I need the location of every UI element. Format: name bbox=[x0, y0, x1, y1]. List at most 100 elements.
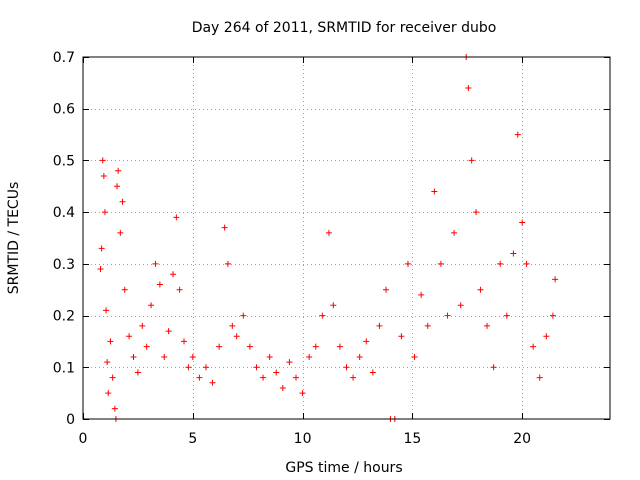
data-point bbox=[292, 374, 299, 381]
data-point bbox=[115, 167, 122, 174]
x-tick-label: 0 bbox=[79, 431, 88, 447]
data-point bbox=[497, 260, 504, 267]
data-point bbox=[109, 374, 116, 381]
y-tick-label: 0.6 bbox=[53, 102, 75, 118]
data-point bbox=[126, 333, 133, 340]
data-point bbox=[97, 266, 104, 273]
data-point bbox=[103, 307, 110, 314]
data-point bbox=[325, 229, 332, 236]
x-tick-label: 15 bbox=[403, 431, 421, 447]
gridlines bbox=[83, 57, 610, 419]
data-point bbox=[319, 312, 326, 319]
data-point bbox=[134, 369, 141, 376]
y-tick-label: 0.7 bbox=[53, 50, 75, 66]
y-tick-label: 0 bbox=[66, 412, 75, 428]
data-point bbox=[503, 312, 510, 319]
data-point bbox=[253, 364, 260, 371]
data-point bbox=[240, 312, 247, 319]
data-point bbox=[156, 281, 163, 288]
data-point bbox=[424, 322, 431, 329]
data-point bbox=[465, 85, 472, 92]
data-point bbox=[336, 343, 343, 350]
data-point bbox=[202, 364, 209, 371]
data-point bbox=[148, 302, 155, 309]
data-point bbox=[356, 353, 363, 360]
data-point bbox=[343, 364, 350, 371]
data-point bbox=[139, 322, 146, 329]
data-point bbox=[369, 369, 376, 376]
data-point bbox=[437, 260, 444, 267]
data-point bbox=[523, 260, 530, 267]
data-point bbox=[176, 286, 183, 293]
data-point bbox=[510, 250, 517, 257]
data-point bbox=[114, 183, 121, 190]
data-point bbox=[484, 322, 491, 329]
data-point bbox=[130, 353, 137, 360]
data-point bbox=[101, 209, 108, 216]
data-point bbox=[299, 390, 306, 397]
data-point bbox=[100, 172, 107, 179]
data-point bbox=[105, 390, 112, 397]
data-point bbox=[411, 353, 418, 360]
data-point bbox=[398, 333, 405, 340]
data-point bbox=[431, 188, 438, 195]
data-point bbox=[473, 209, 480, 216]
data-point bbox=[383, 286, 390, 293]
data-point bbox=[161, 353, 168, 360]
data-point bbox=[189, 353, 196, 360]
data-point bbox=[376, 322, 383, 329]
plot-frame bbox=[82, 56, 611, 420]
data-point bbox=[286, 359, 293, 366]
y-tick-label: 0.3 bbox=[53, 257, 75, 273]
x-axis-label: GPS time / hours bbox=[285, 460, 402, 476]
data-point bbox=[490, 364, 497, 371]
y-tick-label: 0.4 bbox=[53, 205, 75, 221]
data-point bbox=[196, 374, 203, 381]
data-point bbox=[233, 333, 240, 340]
data-point bbox=[111, 405, 118, 412]
data-point bbox=[246, 343, 253, 350]
data-point bbox=[543, 333, 550, 340]
data-point bbox=[536, 374, 543, 381]
data-point bbox=[266, 353, 273, 360]
data-point bbox=[552, 276, 559, 283]
data-point bbox=[221, 224, 228, 231]
data-point bbox=[185, 364, 192, 371]
y-axis-label: SRMTID / TECUs bbox=[6, 182, 22, 295]
x-tick-label: 5 bbox=[188, 431, 197, 447]
data-point bbox=[306, 353, 313, 360]
data-point bbox=[279, 384, 286, 391]
x-tick-label: 20 bbox=[513, 431, 531, 447]
data-point bbox=[363, 338, 370, 345]
data-point bbox=[444, 312, 451, 319]
y-tick-label: 0.5 bbox=[53, 153, 75, 169]
data-point bbox=[312, 343, 319, 350]
data-point bbox=[121, 286, 128, 293]
y-tick-label: 0.2 bbox=[53, 309, 75, 325]
data-point bbox=[107, 338, 114, 345]
data-point bbox=[468, 157, 475, 164]
y-tick-label: 0.1 bbox=[53, 360, 75, 376]
data-point bbox=[99, 157, 106, 164]
data-point bbox=[224, 260, 231, 267]
data-point bbox=[173, 214, 180, 221]
axis-ticks: 0 5 10 15 20 0 0.1 0.2 0.3 0.4 0.5 0.6 0.7 bbox=[53, 50, 610, 447]
data-point bbox=[170, 271, 177, 278]
data-point bbox=[216, 343, 223, 350]
data-point bbox=[451, 229, 458, 236]
x-tick-label: 10 bbox=[294, 431, 312, 447]
data-point bbox=[330, 302, 337, 309]
data-point bbox=[117, 229, 124, 236]
data-point bbox=[209, 379, 216, 386]
chart-title: Day 264 of 2011, SRMTID for receiver dub… bbox=[192, 20, 497, 36]
data-point bbox=[165, 328, 172, 335]
data-point bbox=[229, 322, 236, 329]
data-point bbox=[350, 374, 357, 381]
data-point bbox=[98, 245, 105, 252]
data-point bbox=[152, 260, 159, 267]
data-point bbox=[519, 219, 526, 226]
data-point bbox=[418, 291, 425, 298]
data-point bbox=[260, 374, 267, 381]
data-point bbox=[273, 369, 280, 376]
